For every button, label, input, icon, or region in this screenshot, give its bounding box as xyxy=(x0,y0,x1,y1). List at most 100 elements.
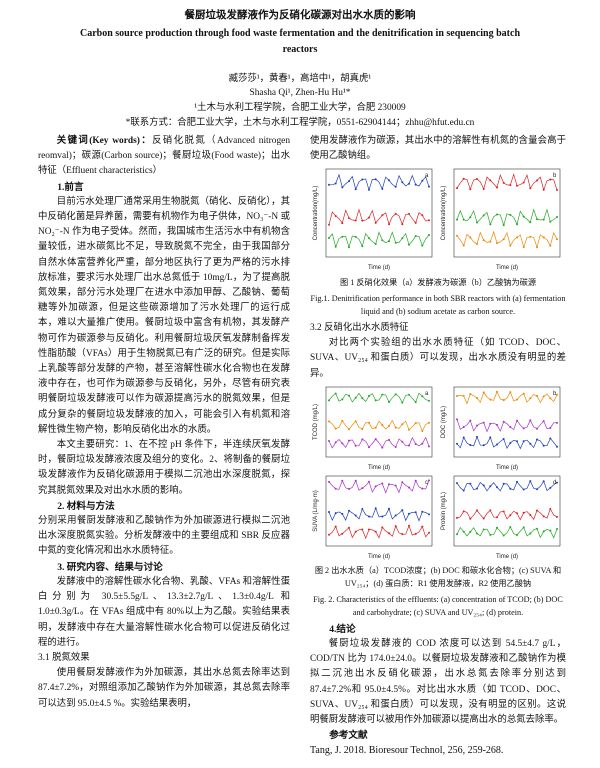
decorative-marker xyxy=(476,424,478,427)
decorative-marker xyxy=(482,421,485,424)
decorative-marker xyxy=(401,508,404,511)
decorative-marker xyxy=(368,394,370,397)
decorative-marker xyxy=(522,181,525,184)
decorative-marker xyxy=(496,213,498,216)
decorative-marker xyxy=(374,399,377,402)
decorative-marker xyxy=(476,396,478,399)
decorative-marker xyxy=(529,397,532,400)
decorative-marker xyxy=(408,444,410,447)
decorative-marker xyxy=(361,245,364,248)
decorative-marker xyxy=(421,395,424,398)
decorative-marker xyxy=(536,394,538,397)
decorative-marker xyxy=(428,531,430,534)
decorative-marker xyxy=(388,400,390,403)
decorative-marker xyxy=(536,246,538,249)
decorative-marker xyxy=(328,399,330,402)
decorative-marker xyxy=(482,528,485,531)
decorative-marker xyxy=(536,509,538,512)
decorative-marker xyxy=(502,238,505,241)
decorative-marker xyxy=(348,487,350,490)
panel-label: c xyxy=(425,480,428,486)
decorative-marker xyxy=(334,487,337,490)
decorative-series xyxy=(456,435,558,450)
decorative-marker xyxy=(509,390,512,393)
decorative-marker xyxy=(388,531,390,534)
decorative-marker xyxy=(536,438,538,441)
decorative-marker xyxy=(489,179,492,182)
left-column: 关键词(Key words)：反硝化脱氮（Advanced nitrogen r… xyxy=(38,134,290,712)
decorative-marker xyxy=(354,188,357,191)
decorative-marker xyxy=(354,420,357,423)
decorative-marker xyxy=(334,392,337,395)
decorative-marker xyxy=(469,419,472,422)
decorative-marker xyxy=(368,237,370,240)
decorative-marker xyxy=(549,486,552,489)
decorative-marker xyxy=(516,419,518,422)
decorative-marker xyxy=(408,486,410,489)
decorative-marker xyxy=(502,510,505,513)
caption-cn: 图 1 反硝化效果（a）发酵液为碳源（b）乙酸钠为碳源 xyxy=(339,278,537,288)
decorative-series xyxy=(328,392,430,404)
decorative-marker xyxy=(428,399,430,402)
decorative-marker xyxy=(334,441,337,444)
decorative-marker xyxy=(496,516,498,519)
decorative-marker xyxy=(354,514,357,517)
decorative-marker xyxy=(368,217,370,220)
decorative-marker xyxy=(496,526,498,529)
decorative-marker xyxy=(529,532,532,535)
decorative-marker xyxy=(401,423,404,426)
decorative-marker xyxy=(394,484,397,487)
decorative-marker xyxy=(469,188,472,191)
paragraph: 使用餐厨发酵液作为外加碳源，其出水总氮去除率达到 87.4±7.2%，对照组添加… xyxy=(38,668,290,709)
decorative-marker xyxy=(394,242,397,245)
decorative-marker xyxy=(354,530,357,533)
decorative-marker xyxy=(381,214,384,217)
decorative-marker xyxy=(374,507,377,510)
decorative-marker xyxy=(462,178,465,181)
decorative-marker xyxy=(536,427,538,430)
decorative-marker xyxy=(381,515,384,518)
decorative-marker xyxy=(368,421,370,424)
decorative-marker xyxy=(536,179,538,182)
decorative-marker xyxy=(428,421,430,424)
decorative-marker xyxy=(496,485,498,488)
decorative-marker xyxy=(381,239,384,242)
decorative-marker xyxy=(502,224,505,227)
panel-frame xyxy=(453,386,561,458)
decorative-marker xyxy=(489,241,492,244)
decorative-marker xyxy=(341,479,344,482)
decorative-marker xyxy=(496,186,498,189)
decorative-marker xyxy=(348,509,350,512)
y-axis-title: SUVA (L/mg·m) xyxy=(313,490,319,532)
decorative-marker xyxy=(414,400,417,403)
decorative-marker xyxy=(341,236,344,239)
decorative-marker xyxy=(374,243,377,246)
y-axis-title: Concentration(mg/L) xyxy=(441,186,447,241)
decorative-marker xyxy=(414,222,417,225)
decorative-marker xyxy=(502,398,505,401)
decorative-marker xyxy=(361,507,364,510)
decorative-marker xyxy=(368,515,370,518)
decorative-marker xyxy=(476,509,478,512)
decorative-marker xyxy=(509,441,512,444)
decorative-marker xyxy=(462,489,465,492)
x-axis-title: Time (d) xyxy=(368,465,390,471)
decorative-marker xyxy=(509,245,512,248)
decorative-marker xyxy=(456,533,458,536)
decorative-marker xyxy=(556,481,558,484)
decorative-marker xyxy=(388,240,390,243)
decorative-marker xyxy=(328,224,330,227)
decorative-marker xyxy=(394,445,397,448)
heading: 2. 材料与方法 xyxy=(57,500,115,512)
decorative-marker xyxy=(496,443,498,446)
decorative-marker xyxy=(556,515,558,518)
decorative-marker xyxy=(328,237,330,240)
decorative-marker xyxy=(421,510,424,513)
decorative-marker xyxy=(542,530,545,533)
decorative-marker xyxy=(456,516,458,519)
decorative-marker xyxy=(334,182,337,185)
paragraph: 发酵液中的溶解性碳水化合物、乳酸、VFAs 和溶解性蛋白分别为 30.5±5.5… xyxy=(38,576,290,648)
decorative-marker xyxy=(354,444,357,447)
decorative-marker xyxy=(529,236,532,239)
